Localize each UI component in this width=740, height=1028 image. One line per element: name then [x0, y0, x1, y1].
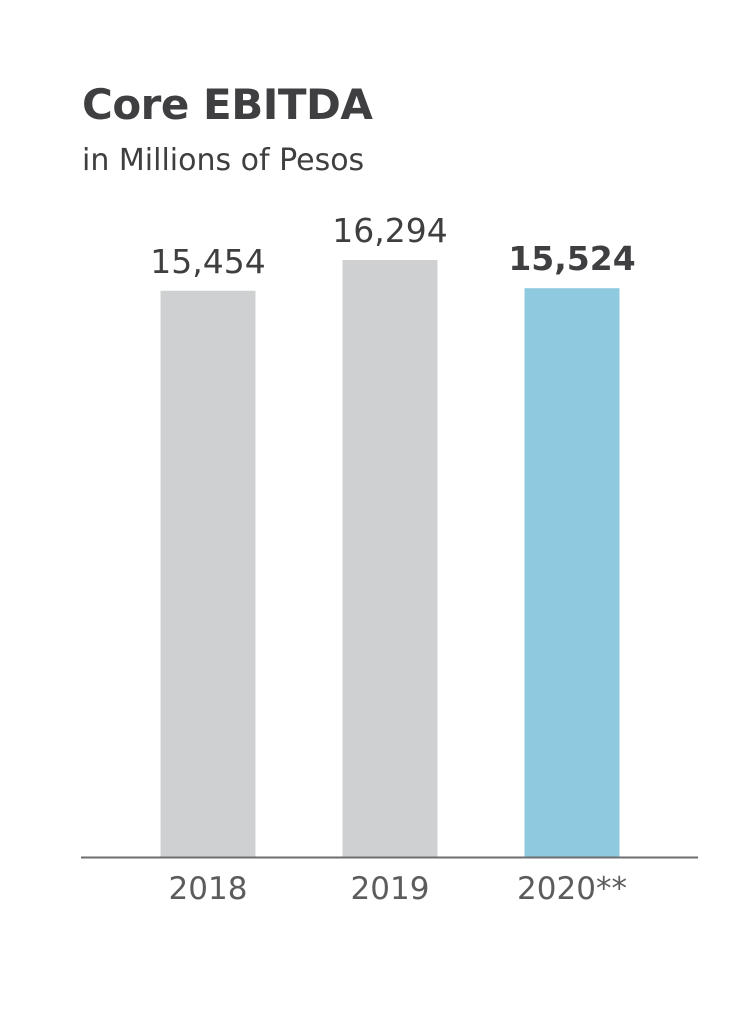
chart-subtitle: in Millions of Pesos — [82, 143, 365, 178]
bar-2018 — [160, 290, 256, 857]
bar-2020 — [524, 288, 620, 857]
chart-title: Core EBITDA — [82, 80, 373, 129]
value-labels-group: 15,454 16,294 15,524 — [150, 211, 635, 281]
bar-2019 — [342, 260, 438, 857]
x-tick-label-2018: 2018 — [169, 871, 248, 907]
x-tick-label-2020: 2020** — [517, 871, 627, 907]
value-label-2020: 15,524 — [508, 239, 635, 278]
x-tick-label-2019: 2019 — [351, 871, 430, 907]
x-tick-labels-group: 2018 2019 2020** — [169, 871, 627, 907]
bars-group — [160, 260, 620, 857]
value-label-2018: 15,454 — [150, 242, 265, 281]
value-label-2019: 16,294 — [332, 211, 447, 250]
